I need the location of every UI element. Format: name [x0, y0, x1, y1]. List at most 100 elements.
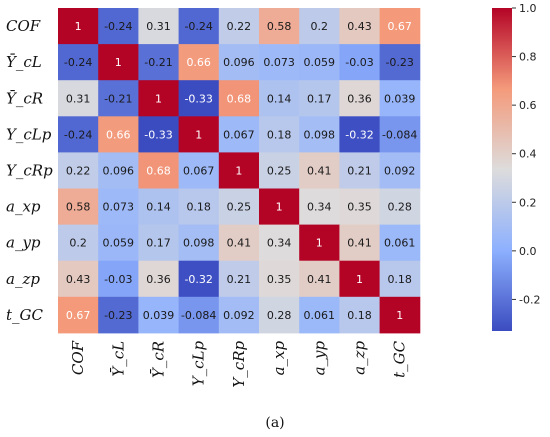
cell-value-label: 0.67 — [66, 309, 91, 322]
heatmap-cell — [299, 296, 340, 334]
cell-value-label: 0.096 — [103, 164, 135, 177]
cell-value-label: 1 — [356, 273, 363, 286]
cell-value-label: 0.039 — [384, 92, 416, 105]
row-label: t_GC — [6, 306, 44, 324]
heatmap-cell — [259, 260, 300, 298]
cell-value-label: 0.061 — [384, 237, 416, 250]
column-label: a_yp — [310, 341, 328, 376]
cell-value-label: -0.24 — [104, 20, 132, 33]
heatmap-cell — [218, 296, 260, 334]
heatmap-cell — [178, 224, 220, 262]
heatmap-cell — [259, 296, 300, 334]
heatmap-cell — [299, 188, 340, 226]
column-label: COF — [69, 340, 87, 375]
column-label: a_xp — [270, 341, 288, 376]
heatmap-cell — [98, 224, 139, 262]
heatmap-cell — [98, 188, 139, 226]
heatmap-cell — [98, 116, 139, 153]
cell-value-label: 0.68 — [227, 92, 252, 105]
cell-value-label: 0.18 — [347, 309, 372, 322]
heatmap-cell — [58, 296, 99, 334]
heatmap-cell — [58, 80, 99, 117]
colorbar-tick-label: -0.2 — [519, 293, 540, 306]
heatmap-cell — [379, 296, 421, 334]
heatmap-cell — [339, 260, 381, 298]
heatmap-cell — [58, 224, 99, 262]
heatmap-cell — [339, 116, 381, 153]
heatmap-cell — [218, 8, 260, 45]
cell-value-label: 0.14 — [146, 201, 171, 214]
heatmap-cell — [379, 188, 421, 226]
cell-value-label: 0.17 — [146, 237, 171, 250]
cell-value-label: 0.41 — [227, 237, 252, 250]
heatmap-cell — [379, 8, 421, 45]
column-label: Y_cLp — [190, 341, 208, 387]
cell-value-label: -0.24 — [184, 20, 212, 33]
cell-value-label: -0.084 — [382, 128, 417, 141]
cell-value-label: 0.22 — [66, 164, 91, 177]
heatmap-cell — [299, 8, 340, 45]
row-label: Y_cLp — [6, 125, 52, 143]
heatmap-cell — [218, 188, 260, 226]
colorbar-tick-label: 1.0 — [519, 2, 537, 15]
cell-value-label: 0.092 — [223, 309, 255, 322]
heatmap-cell — [138, 188, 180, 226]
row-label: a_xp — [6, 198, 41, 216]
heatmap-cell — [58, 8, 99, 45]
heatmap-cell — [339, 224, 381, 262]
heatmap-cell — [178, 80, 220, 117]
cell-value-label: 0.14 — [267, 92, 292, 105]
cell-value-label: 0.18 — [186, 201, 211, 214]
cell-value-label: -0.23 — [385, 56, 413, 69]
cell-value-label: 1 — [155, 92, 162, 105]
heatmap-cell — [178, 296, 220, 334]
heatmap-cell — [218, 260, 260, 298]
cell-value-label: 0.067 — [223, 128, 255, 141]
heatmap-cell — [218, 80, 260, 117]
heatmap-cell — [58, 152, 99, 189]
cell-value-label: 0.25 — [267, 164, 292, 177]
heatmap-cell — [218, 116, 260, 153]
heatmap-cell — [58, 260, 99, 298]
row-label: COF — [6, 17, 41, 35]
cell-value-label: 0.58 — [267, 20, 292, 33]
heatmap-cell — [178, 260, 220, 298]
heatmap-cell — [339, 80, 381, 117]
cell-value-label: -0.24 — [64, 128, 92, 141]
row-label: Y_cRp — [6, 161, 53, 179]
cell-value-label: -0.21 — [144, 56, 172, 69]
row-label: a_yp — [6, 234, 41, 252]
cell-value-label: 0.096 — [223, 56, 255, 69]
heatmap-cell — [259, 44, 300, 81]
colorbar-gradient — [492, 8, 512, 331]
cell-value-label: 1 — [115, 56, 122, 69]
heatmap-cell — [379, 260, 421, 298]
cell-value-label: 1 — [235, 164, 242, 177]
heatmap-cell — [299, 80, 340, 117]
cell-value-label: 0.41 — [307, 164, 332, 177]
cell-value-label: -0.33 — [144, 128, 172, 141]
heatmap-cell — [138, 80, 180, 117]
heatmap-cell — [58, 188, 99, 226]
heatmap-cell — [259, 152, 300, 189]
cell-value-label: 0.059 — [304, 56, 336, 69]
heatmap-cell — [178, 116, 220, 153]
column-label: Y_cRp — [230, 341, 248, 388]
heatmap-cell — [379, 152, 421, 189]
heatmap-cell — [299, 44, 340, 81]
cell-value-label: 0.22 — [227, 20, 252, 33]
colorbar-ticks: 1.0 0.8 0.6 0.4 0.2 0.0 -0.2 — [512, 2, 540, 306]
heatmap-cell — [299, 152, 340, 189]
column-labels: COF Ȳ_cL Ȳ_cR Y_cLp Y_cRp a_xp a_yp a_zp t_GC — [69, 340, 409, 387]
cell-value-label: 0.36 — [146, 273, 171, 286]
heatmap-cell — [138, 8, 180, 45]
colorbar-tick-label: 0.0 — [519, 245, 537, 258]
cell-value-label: 0.18 — [387, 273, 412, 286]
heatmap-cell — [218, 152, 260, 189]
heatmap-cell — [299, 116, 340, 153]
cell-value-label: 1 — [195, 128, 202, 141]
colorbar-tick-label: 0.4 — [519, 148, 537, 161]
heatmap-cell — [98, 44, 139, 81]
heatmap-cell — [299, 224, 340, 262]
